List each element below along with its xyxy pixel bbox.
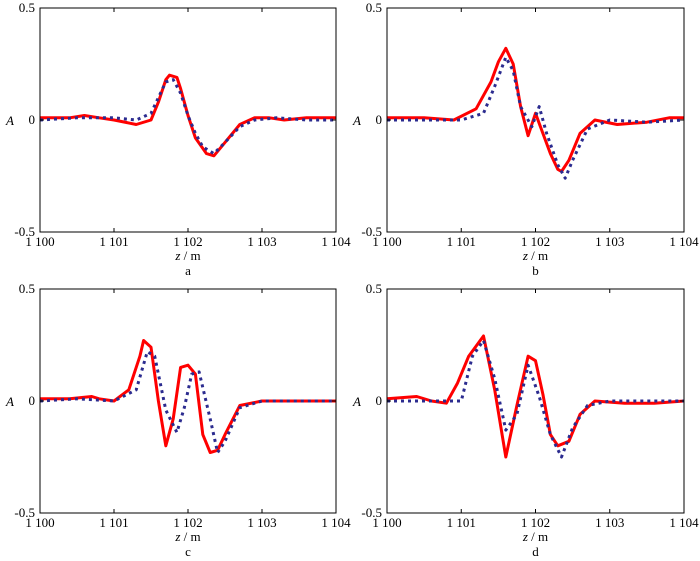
y-axis-label: A	[5, 394, 14, 409]
x-tick-label: 1 104	[321, 234, 351, 249]
y-tick-label: -0.5	[361, 224, 382, 239]
x-tick-label: 1 102	[521, 515, 550, 530]
x-tick-label: 1 100	[25, 515, 54, 530]
y-axis-label: A	[352, 394, 361, 409]
y-tick-label: -0.5	[14, 224, 35, 239]
x-tick-label: 1 101	[99, 515, 128, 530]
y-tick-label: 0	[29, 393, 36, 408]
x-tick-label: 1 103	[247, 234, 276, 249]
y-tick-label: -0.5	[14, 505, 35, 520]
chart-panel-b: 1 100 1 101 1 102 1 103 1 104 -0.5 0 0.5 Az / mb	[352, 0, 699, 278]
y-tick-label: 0.5	[366, 281, 382, 296]
series-line-solid	[386, 334, 685, 459]
series-line-solid	[387, 46, 684, 173]
x-tick-label: 1 101	[447, 515, 476, 530]
y-tick-label: 0	[376, 112, 383, 127]
x-tick-label: 1 104	[669, 515, 699, 530]
x-axis-label: z / m	[174, 248, 200, 263]
panel-label: d	[532, 544, 539, 559]
x-tick-label: 1 101	[99, 234, 128, 249]
series-line-solid	[40, 73, 336, 158]
x-tick-label: 1 102	[173, 515, 202, 530]
x-tick-label: 1 101	[447, 234, 476, 249]
chart-panel-a: 1 100 1 101 1 102 1 103 1 104 -0.5 0 0.5 Az / ma	[5, 0, 351, 278]
x-tick-label: 1 103	[595, 234, 624, 249]
x-tick-label: 1 104	[669, 234, 699, 249]
panel-label: c	[185, 544, 191, 559]
x-tick-label: 1 100	[25, 234, 54, 249]
y-tick-label: 0.5	[19, 0, 35, 15]
x-tick-label: 1 104	[321, 515, 351, 530]
y-axis-label: A	[352, 113, 361, 128]
y-tick-label: -0.5	[361, 505, 382, 520]
x-tick-label: 1 102	[521, 234, 550, 249]
y-tick-label: 0	[376, 393, 383, 408]
y-tick-label: 0.5	[366, 0, 382, 15]
x-axis-label: z / m	[522, 529, 548, 544]
x-tick-label: 1 102	[173, 234, 202, 249]
chart-panel-c: 1 100 1 101 1 102 1 103 1 104 -0.5 0 0.5 Az / mc	[5, 281, 351, 559]
y-tick-label: 0	[29, 112, 36, 127]
y-tick-label: 0.5	[19, 281, 35, 296]
chart-panel-d: 1 100 1 101 1 102 1 103 1 104 -0.5 0 0.5 Az / md	[352, 281, 699, 559]
series-line-dotted	[39, 78, 336, 156]
panel-label: b	[532, 263, 539, 278]
series-line-solid	[40, 339, 336, 454]
panel-label: a	[185, 263, 191, 278]
x-axis-label: z / m	[174, 529, 200, 544]
series-line-dotted	[387, 339, 684, 459]
x-tick-label: 1 103	[247, 515, 276, 530]
series-line-dotted	[387, 55, 685, 180]
x-tick-label: 1 103	[595, 515, 624, 530]
x-tick-label: 1 100	[372, 515, 401, 530]
x-tick-label: 1 100	[372, 234, 401, 249]
y-axis-label: A	[5, 113, 14, 128]
x-axis-label: z / m	[522, 248, 548, 263]
